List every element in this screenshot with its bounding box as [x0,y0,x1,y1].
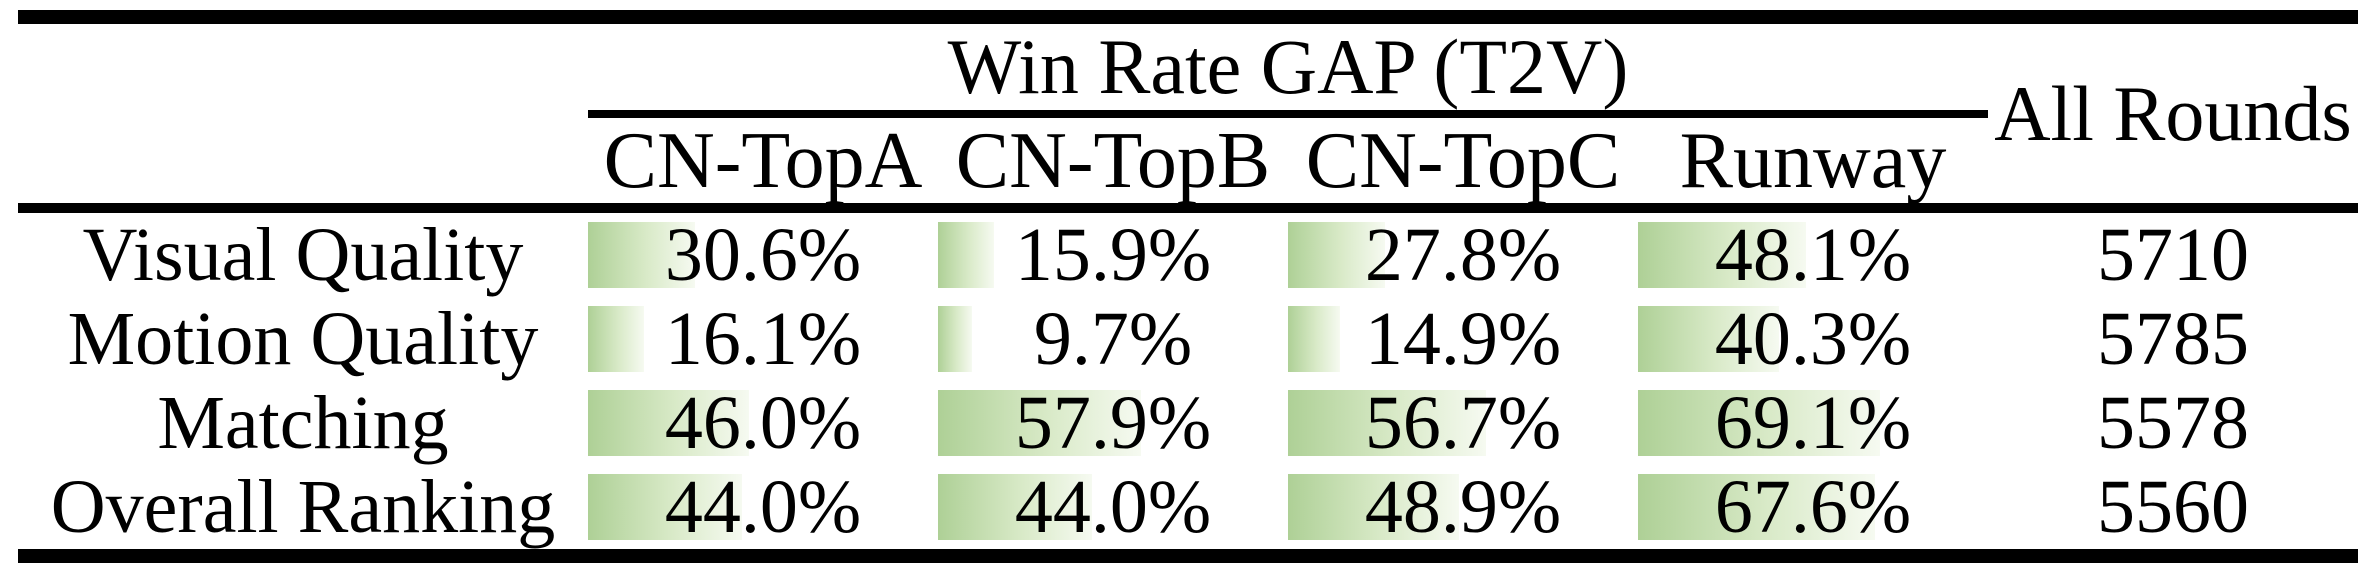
table-cell: 40.3% [1638,297,1988,381]
models-header-group: Win Rate GAP (T2V) CN-TopA CN-TopB CN-To… [588,24,1988,203]
all-rounds-value: 5710 [2097,213,2249,297]
win-rate-bar [938,390,1141,456]
win-rate-bar [588,222,696,288]
table-cell: 15.9% [938,213,1288,297]
all-rounds-value: 5560 [2097,465,2249,549]
cell-value: 44.0% [664,465,862,549]
win-rate-bar [588,474,742,540]
win-rate-bar [588,306,645,372]
row-label: Matching [157,381,449,465]
cell-value: 16.1% [664,297,862,381]
table-cell: 57.9% [938,381,1288,465]
table-cell: 27.8% [1288,213,1638,297]
table-cell: 56.7% [1288,381,1638,465]
cell-value: 48.9% [1364,465,1562,549]
cell-value: 40.3% [1714,297,1912,381]
cell-value: 15.9% [1014,213,1212,297]
cell-value: 46.0% [664,381,862,465]
column-header-runway: Runway [1679,116,1947,205]
group-title-rule [588,110,1988,118]
all-rounds-value: 5578 [2097,381,2249,465]
table-row-visual-quality: Visual Quality 30.6% 15.9% 27.8% 48.1% 5… [18,213,2358,297]
cell-value: 48.1% [1714,213,1912,297]
column-header-cn-topc: CN-TopC [1305,116,1621,205]
row-label: Motion Quality [67,297,539,381]
all-rounds-value: 5785 [2097,297,2249,381]
row-label: Visual Quality [82,213,524,297]
win-rate-bar [1638,474,1875,540]
table-row-motion-quality: Motion Quality 16.1% 9.7% 14.9% 40.3% 57… [18,297,2358,381]
header-label-spacer [18,24,588,203]
column-header-cn-topa: CN-TopA [603,116,923,205]
table-header: Win Rate GAP (T2V) CN-TopA CN-TopB CN-To… [18,24,2358,203]
win-rate-bar [938,222,994,288]
win-rate-bar [1288,306,1341,372]
column-header-cn-topb: CN-TopB [955,116,1271,205]
win-rate-bar [938,474,1092,540]
table-cell: 48.9% [1288,465,1638,549]
table-cell: 14.9% [1288,297,1638,381]
table-cell: 44.0% [938,465,1288,549]
win-rate-bar [1638,390,1880,456]
cell-value: 56.7% [1364,381,1562,465]
column-header-all-rounds: All Rounds [1994,69,2352,157]
cell-value: 67.6% [1714,465,1912,549]
table-bottom-rule [18,549,2358,563]
win-rate-bar [938,306,972,372]
cell-value: 30.6% [664,213,862,297]
table-top-rule [18,10,2358,24]
cell-value: 44.0% [1014,465,1212,549]
table-cell: 30.6% [588,213,938,297]
table-row-overall-ranking: Overall Ranking 44.0% 44.0% 48.9% 67.6% … [18,465,2358,549]
table-cell: 16.1% [588,297,938,381]
table-cell: 9.7% [938,297,1288,381]
row-label: Overall Ranking [50,465,556,549]
cell-value: 27.8% [1364,213,1562,297]
win-rate-bar [588,390,749,456]
win-rate-bar [1288,474,1460,540]
win-rate-bar [1638,306,1780,372]
win-rate-bar [1288,390,1487,456]
table-cell: 67.6% [1638,465,1988,549]
win-rate-bar [1638,222,1807,288]
group-title: Win Rate GAP (T2V) [947,23,1629,110]
table-row-matching: Matching 46.0% 57.9% 56.7% 69.1% 5578 [18,381,2358,465]
cell-value: 14.9% [1364,297,1562,381]
cell-value: 57.9% [1014,381,1212,465]
table-cell: 69.1% [1638,381,1988,465]
model-column-headers: CN-TopA CN-TopB CN-TopC Runway [588,118,1988,203]
table-cell: 46.0% [588,381,938,465]
header-separator-rule [18,203,2358,213]
cell-value: 9.7% [1033,297,1193,381]
win-rate-bar [1288,222,1386,288]
table-cell: 48.1% [1638,213,1988,297]
cell-value: 69.1% [1714,381,1912,465]
table-cell: 44.0% [588,465,938,549]
